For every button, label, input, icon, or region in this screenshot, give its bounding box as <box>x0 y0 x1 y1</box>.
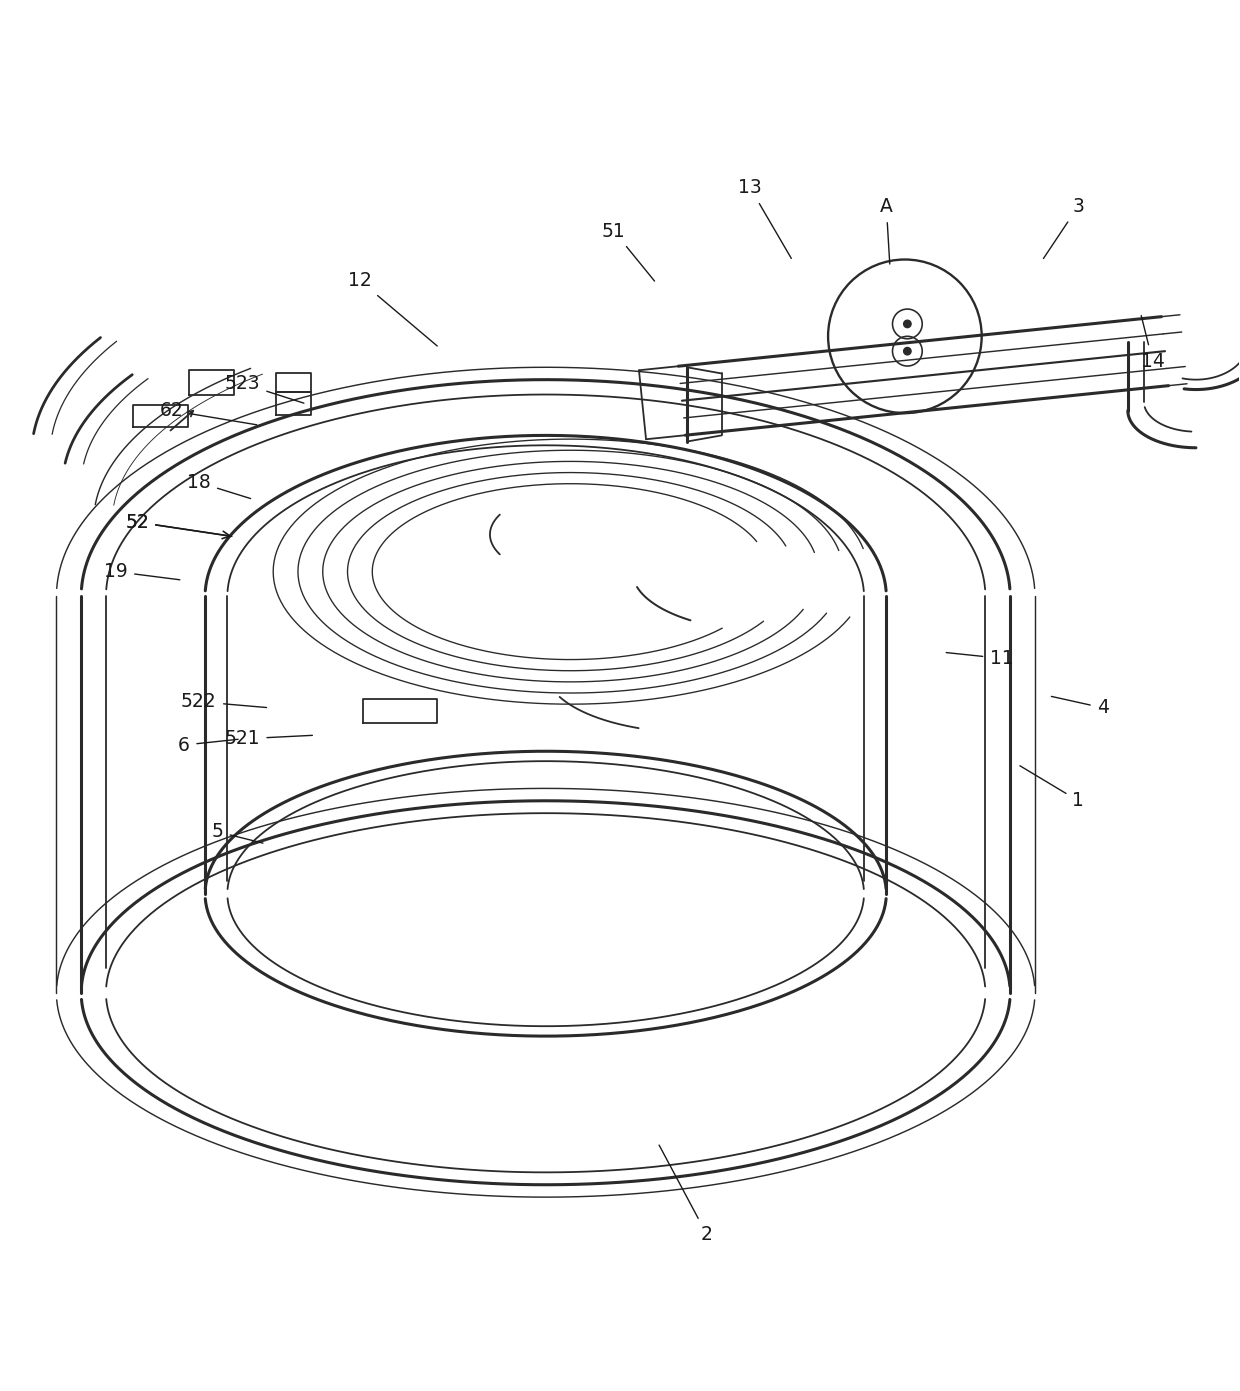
Text: 11: 11 <box>946 648 1013 668</box>
Text: 1: 1 <box>1021 766 1084 811</box>
Text: 2: 2 <box>660 1145 713 1244</box>
Text: 3: 3 <box>1043 196 1084 259</box>
Text: 52: 52 <box>125 513 232 537</box>
Text: 62: 62 <box>160 401 257 424</box>
Text: A: A <box>880 196 893 264</box>
Circle shape <box>904 348 911 355</box>
Text: 523: 523 <box>224 374 304 403</box>
Text: 52: 52 <box>125 513 231 538</box>
Text: 19: 19 <box>104 562 180 581</box>
Text: 14: 14 <box>1141 316 1164 370</box>
Text: 5: 5 <box>212 822 263 843</box>
Text: 522: 522 <box>181 693 267 711</box>
Text: 4: 4 <box>1052 697 1109 718</box>
Text: 12: 12 <box>348 271 438 346</box>
Circle shape <box>904 320 911 328</box>
Text: 6: 6 <box>179 736 238 754</box>
Text: 521: 521 <box>224 729 312 748</box>
Text: 18: 18 <box>187 473 250 498</box>
Text: 51: 51 <box>601 221 655 281</box>
Text: 13: 13 <box>738 178 791 259</box>
